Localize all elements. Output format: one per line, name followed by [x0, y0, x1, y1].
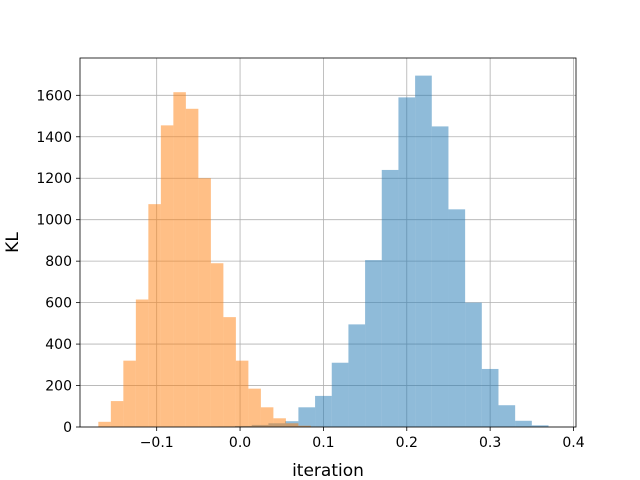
histogram-bar [298, 407, 316, 427]
y-tick-label: 400 [45, 337, 72, 353]
y-tick-label: 0 [63, 420, 72, 436]
histogram-bar [123, 360, 136, 427]
histogram-bar [98, 421, 111, 427]
histogram-bar [273, 418, 286, 427]
y-tick-label: 800 [45, 254, 72, 270]
histogram-bar [315, 395, 332, 427]
plot-frame [79, 57, 577, 428]
histogram-series-2 [98, 92, 324, 428]
histogram-bar [110, 401, 124, 427]
histogram-bar [431, 126, 449, 428]
histogram-bar [481, 368, 499, 427]
histogram-bar [198, 178, 211, 427]
histogram-bar [515, 420, 532, 427]
x-axis-label: iteration [292, 461, 364, 480]
x-tick-label: 0.2 [396, 435, 418, 451]
histogram-bar [148, 204, 161, 427]
histogram-bar [185, 108, 199, 427]
histogram-bar [381, 169, 399, 427]
y-tick-label: 1000 [36, 213, 72, 229]
histogram-bar [331, 362, 349, 427]
axis-ticks: −0.1 0.0 0.1 0.2 0.3 0.4 0 200 400 600 800 1000 1200… [36, 88, 584, 451]
histogram-bar [260, 407, 274, 427]
histogram-bar [223, 317, 236, 427]
x-tick-label: 0.1 [312, 435, 334, 451]
y-tick-label: 200 [45, 379, 72, 395]
histogram-bar [498, 405, 516, 427]
histogram-bar [398, 97, 416, 428]
y-tick-label: 1600 [36, 88, 72, 104]
histogram-bar [235, 360, 249, 427]
histogram-bar [135, 299, 149, 427]
histogram-bar [365, 260, 382, 427]
histogram-bars [98, 75, 549, 428]
histogram-bar [160, 125, 174, 427]
histogram-bar [210, 263, 224, 427]
histogram-bar [531, 425, 549, 427]
histogram-bar [415, 75, 432, 427]
histogram-bar [298, 425, 311, 427]
y-axis-label: KL [3, 232, 23, 253]
histogram-bar [348, 324, 366, 427]
y-tick-label: 600 [45, 296, 72, 312]
y-tick-label: 1200 [36, 171, 72, 187]
histogram-bar [448, 209, 466, 427]
x-tick-label: 0.4 [562, 435, 584, 451]
histogram-bar [248, 388, 261, 427]
x-tick-label: 0.3 [479, 435, 501, 451]
histogram-series-1 [218, 75, 549, 428]
histogram-bar [173, 92, 186, 428]
x-tick-label: −0.1 [140, 435, 174, 451]
y-tick-label: 1400 [36, 130, 72, 146]
histogram-bar [285, 423, 299, 427]
x-tick-label: 0.0 [229, 435, 251, 451]
histogram-bar [465, 302, 482, 427]
